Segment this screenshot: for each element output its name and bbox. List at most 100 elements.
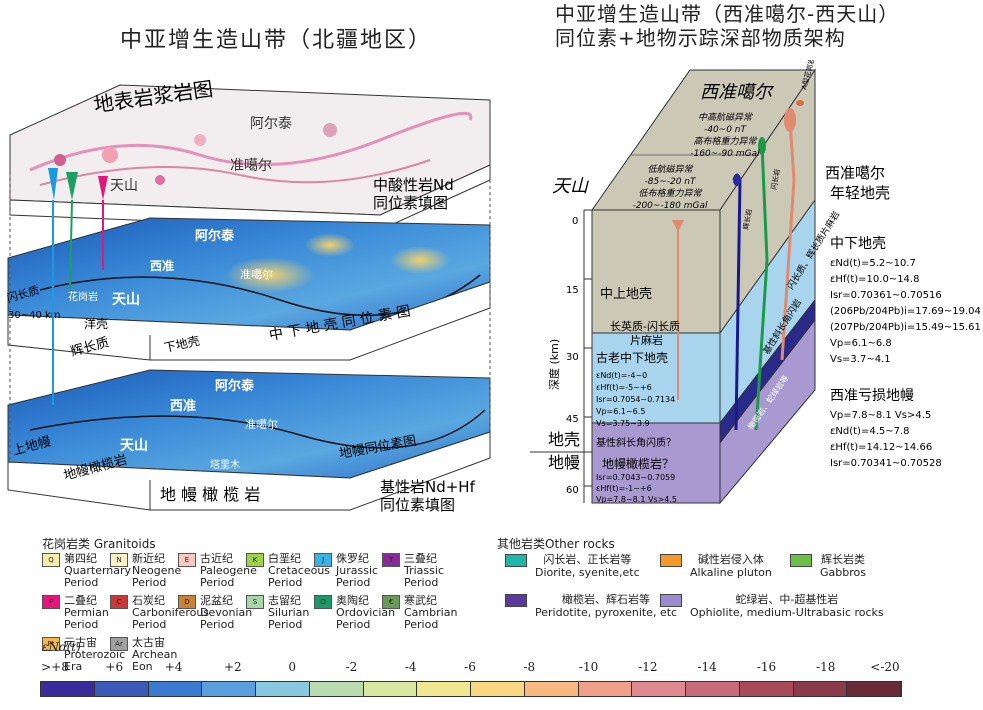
color-scale-segment [94,682,149,696]
old-crust-question: 基性斜长角闪质？ [596,436,676,449]
color-scale-segment [793,682,848,696]
legend-label: 第四纪 Quarternary Period [64,552,132,589]
legend-swatch: Q [42,553,60,567]
legend-granitoid-item: E 古近纪 Paleogene Period [178,553,257,589]
legend-label: 奥陶纪 Ordovician Period [336,594,396,631]
depleted-mantle-v2: εNd(t)=4.5~7.8 [830,426,910,437]
mantle-v1: Isr=0.7043~0.7059 [596,473,675,482]
color-scale-label: -16 [756,660,777,674]
lower-crust-title: 中下地壳 [830,235,886,252]
mantle-v3: Vp=7.8~8.1 Vs>4.5 [596,495,677,504]
anomaly-lower-3: 低布格重力异常 [638,188,702,199]
legend-label: 白垩纪 Cretaceous Period [268,552,331,589]
legend-label: 古近纪 Paleogene Period [200,552,257,589]
legend-swatch: N [110,553,128,567]
color-scale-segment [256,682,310,696]
legend-other-item: 橄榄岩、辉石岩等 Peridotite, pyroxenite, etc [505,593,677,619]
top-label-xizhun: 西准噶尔 [700,82,775,103]
crust-place-altai: 阿尔泰 [195,228,235,244]
moho-mantle: 地幔 [548,453,580,472]
color-scale-segment [309,682,364,696]
depth-tick-15: 15 [566,285,579,296]
crust-side-granite: 花岗岩 [68,290,98,303]
color-scale-segment [739,682,794,696]
layer2-title-1: 中酸性岩Nd [373,176,454,194]
legend-swatch: C [110,595,128,609]
legend-label: 石炭纪 Carboniferous Period [132,594,210,631]
legend-label: 泥盆纪 Devonian Period [200,594,253,631]
pluton-label-diorite: 闪长岩 [769,168,782,190]
color-scale-title: εNd(t) [42,640,81,654]
color-scale-segment [632,682,686,696]
legend-swatch: Ar [110,637,128,651]
right-title: 中亚增生造山带（西准噶尔-西天山） 同位素+地物示踪深部物质架构 [555,2,899,50]
color-scale-label: -18 [816,660,836,674]
anomaly-upper-4: -160~-90 mGal [690,149,760,159]
mantle-place-altai: 阿尔泰 [215,378,255,394]
west-label-tianshan: 天山 [552,176,589,197]
young-crust-2: 年轻地壳 [830,184,890,202]
legend-swatch [505,554,527,567]
legend-granitoid-item: J 侏罗纪 Jurassic Period [314,553,378,589]
color-scale-segment [363,682,418,696]
color-scale-label: <-20 [870,660,900,674]
magma-conduits [9,168,491,460]
legend-granitoid-item: C 石炭纪 Carboniferous Period [110,595,209,631]
color-scale-label: >+8 [41,660,69,674]
surface-place-altai: 阿尔泰 [250,116,292,132]
legend-label: 辉长岩类 Gabbros [820,553,866,579]
layer-mantle-map: 阿尔泰 西准 准噶尔 天山 塔里木 上地幔 地幔橄榄岩 地幔同位素图 地 幔 橄… [7,369,491,511]
mantle-title: 地幔橄榄岩？ [602,456,674,471]
surface-place-tianshan: 天山 [110,178,138,194]
color-scale-label: +4 [164,660,183,674]
legend-swatch: Pt [42,637,60,651]
legend-other-title: 其他岩类Other rocks [497,537,615,551]
depth-tick-60: 60 [566,485,579,496]
legend-swatch: E [178,553,196,567]
legend-label: 二叠纪 Permian Period [64,594,109,631]
lower-crust-v1: εNd(t)=5.2~10.7 [830,258,916,269]
color-scale-segment [417,682,471,696]
legend-granitoid-item: Ar 太古宙 Archean Eon [110,637,177,673]
layer3-title-1: 基性岩Nd+Hf [380,478,476,496]
legend-other-item: 辉长岩类 Gabbros [790,553,866,579]
depleted-mantle-v3: εHf(t)=14.12~14.66 [830,442,932,453]
lower-crust-v4: (206Pb/204Pb)i=17.69~19.04 [830,306,981,317]
crust-place-xizhun: 西准 [150,258,174,273]
lower-crust-v5: (207Pb/204Pb)i=15.49~15.61 [830,322,981,333]
crust-gneiss-1: 长英质-闪长质 [610,319,680,333]
legend-granitoid-item: K 白垩纪 Cretaceous Period [246,553,330,589]
color-scale-segment [41,682,95,696]
block-front-upper [591,209,721,334]
mantle-front-left: 地 幔 橄 榄 岩 [160,485,260,504]
crust-upper-label: 中上地壳 [600,287,652,302]
depth-tick-30: 30 [566,352,579,363]
legend-label: 蛇绿岩、中-超基性岩 Ophiolite, medium-Ultrabasic r… [690,593,884,619]
right-title-line1: 中亚增生造山带（西准噶尔-西天山） [555,2,900,26]
old-crust-v2: εHf(t)=-5~+6 [596,383,652,392]
anomaly-upper-3: 高布格重力异常 [693,136,757,147]
legend-other-item: 碱性岩侵入体 Alkaline pluton [660,553,772,579]
legend-granitoids-title: 花岗岩类 Granitoids [42,537,156,551]
depth-tick-45: 45 [566,414,579,425]
legend-granitoid-item: N 新近纪 Neogene Period [110,553,181,589]
lower-crust-v3: Isr=0.70361~0.70516 [830,290,942,301]
color-scale-segment [148,682,203,696]
legend-label: 闪长岩、正长岩等 Diorite, syenite,etc [535,553,640,579]
lower-crust-v2: εHf(t)=10.0~14.8 [830,274,919,285]
legend-label: 新近纪 Neogene Period [132,552,182,589]
surface-place-junggar: 准噶尔 [230,158,272,174]
mantle-place-xizhun: 西准 [170,398,196,414]
color-scale-label: +2 [223,660,242,674]
block-front-lower [591,422,721,504]
legend-label: 寒武纪 Cambrian Period [404,594,458,631]
lower-crust-v6: Vp=6.1~6.8 [830,338,892,349]
color-scale-bar [40,681,902,697]
legend-granitoid-item: T 三叠纪 Triassic Period [382,553,444,589]
color-scale-segment [847,682,901,696]
depth-axis-label: 深度 (km) [547,339,561,390]
anomaly-lower-4: -200~-180 mGal [632,201,708,211]
mantle-place-tarim: 塔里木 [210,458,240,471]
anomaly-lower-1: 低航磁异常 [647,164,693,175]
legend-label: 元古宙 Proterozoic Era [64,636,126,673]
